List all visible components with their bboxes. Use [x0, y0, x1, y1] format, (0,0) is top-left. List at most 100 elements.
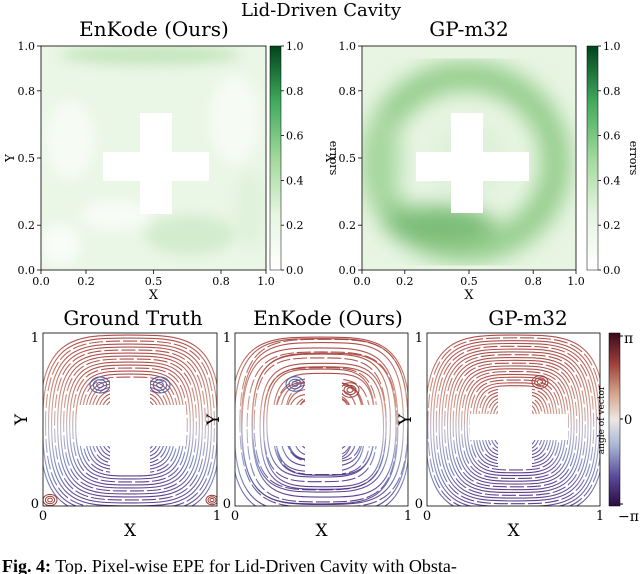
colorbar-gp-label: errors [627, 141, 640, 176]
streamline-ground-truth: Ground Truth [43, 306, 217, 506]
streamline-enkode-line [251, 353, 391, 493]
streamline-ground-truth-xtick-label: 0 [39, 509, 47, 524]
streamline-gp-line [461, 371, 569, 479]
streamline-gp-line [435, 345, 595, 505]
figure-caption: Fig. 4: Top. Pixel-wise EPE for Lid-Driv… [2, 555, 638, 574]
streamline-ground-truth-line [51, 346, 209, 504]
heatmap-gp-ytick-label: 0.8 [339, 85, 357, 98]
streamline-ground-truth-obstacle [78, 378, 186, 474]
heatmap-enkode-error-blobs [41, 46, 265, 265]
caption-label: Fig. 4: [2, 556, 51, 574]
streamline-gp-ytick-label: 0 [415, 497, 423, 512]
heatmap-gp-xtick-label: 1.0 [567, 275, 585, 288]
colorbar-angle-label: angle of vector [597, 385, 607, 454]
streamline-gp-line [427, 334, 600, 506]
colorbar-gp-tick-label: 0.8 [603, 85, 621, 98]
streamline-gp-xtick-label: 0 [423, 509, 431, 524]
heatmap-gp-obstacle [416, 113, 529, 213]
streamline-enkode-frame [234, 332, 409, 507]
streamline-ground-truth-frame [42, 332, 218, 507]
colorbar-enkode-tick-label: 0.8 [286, 85, 304, 98]
heatmap-enkode-xlabel: X [149, 288, 159, 303]
heatmap-enkode-ytick-label: 0.2 [18, 219, 36, 232]
streamline-ground-truth-vortex [209, 497, 215, 503]
streamline-enkode-line [235, 338, 408, 506]
streamline-enkode-line [251, 352, 397, 498]
streamline-ground-truth-xlabel: X [124, 521, 137, 541]
heatmap-enkode-xtick-label: 1.0 [257, 275, 275, 288]
streamline-ground-truth-line [48, 343, 212, 506]
streamline-enkode-xtick-label: 1 [404, 509, 412, 524]
streamline-ground-truth-vortex [156, 381, 164, 389]
streamline-ground-truth-ytick-label: 1 [31, 331, 39, 346]
streamline-ground-truth-line [63, 358, 197, 492]
caption-text: Top. Pixel-wise EPE for Lid-Driven Cavit… [55, 556, 457, 574]
heatmap-enkode-axes: 0.0 0.2 0.5 0.8 1.0 0.0 0.2 0.5 0.8 1.0 X Y [3, 40, 275, 303]
streamline-gp-line [441, 351, 589, 499]
streamline-gp-xtick-label: 1 [596, 509, 604, 524]
streamline-ground-truth-line [66, 361, 194, 489]
streamline-enkode-vortex [285, 376, 305, 392]
colorbar-enkode-tick-label: 1.0 [286, 40, 304, 53]
streamline-gp-line [438, 348, 592, 502]
colorbar-enkode-tick-label: 0.2 [286, 219, 304, 232]
streamline-ground-truth-xtick-label: 1 [213, 509, 221, 524]
colorbar-enkode-errors: 0.0 0.2 0.4 0.6 0.8 1.0 errors [269, 40, 340, 277]
heatmap-gp-title: GP-m32 [429, 17, 509, 41]
streamline-gp-vortex [536, 379, 544, 385]
streamline-gp-line [432, 342, 598, 506]
heatmap-enkode-ylabel: Y [3, 153, 17, 163]
streamline-ground-truth-vortex [152, 379, 168, 391]
streamline-gp-ytick-label: 1 [415, 331, 423, 346]
streamline-gp-line [446, 356, 584, 494]
streamline-ground-truth-line [43, 337, 217, 506]
colorbar-enkode-label: errors [327, 141, 340, 176]
heatmap-gp-ylabel: Y [324, 153, 338, 163]
streamline-gp-line [444, 354, 586, 496]
heatmap-gp-ytick-label: 0.5 [339, 152, 357, 165]
streamline-gp-vortex [534, 377, 546, 387]
heatmap-gp-xtick-label: 0.5 [460, 275, 478, 288]
streamline-gp-frame [426, 332, 601, 507]
colorbar-gp-tick-label: 0.4 [603, 174, 621, 187]
streamline-gp-line [427, 337, 600, 506]
colorbar-gp-tick-label: 0.6 [603, 130, 621, 143]
streamline-ground-truth-line [60, 355, 200, 495]
heatmap-enkode-ytick-label: 0.5 [18, 152, 36, 165]
colorbar-angle-bottom: −π [618, 509, 639, 525]
heatmap-enkode-xtick-label: 0.2 [77, 275, 95, 288]
streamline-ground-truth-line [72, 367, 188, 483]
streamline-ground-truth-line [43, 334, 217, 506]
heatmap-enkode: EnKode (Ours) [40, 17, 267, 271]
heatmap-enkode-xtick-label: 0.5 [145, 275, 163, 288]
streamline-ground-truth-title: Ground Truth [63, 306, 202, 330]
heatmap-gp-ytick-label: 0.2 [339, 219, 357, 232]
streamline-enkode-obstacle [270, 378, 378, 474]
streamline-enkode-line [235, 336, 408, 506]
colorbar-gp-tick-label: 0.0 [603, 264, 621, 277]
streamline-enkode-title: EnKode (Ours) [253, 306, 403, 330]
heatmap-gp: GP-m32 [361, 17, 577, 271]
streamline-ground-truth-line [45, 340, 215, 506]
streamline-gp-vortex [531, 375, 549, 389]
heatmap-enkode-ytick-label: 0.0 [18, 264, 36, 277]
streamline-ground-truth-vortex [207, 496, 217, 504]
heatmap-gp-ytick-label: 0.0 [339, 264, 357, 277]
colorbar-enkode-tick-label: 0.0 [286, 264, 304, 277]
streamline-gp-xlabel: X [507, 521, 520, 541]
heatmap-gp-xlabel: X [464, 288, 474, 303]
streamline-enkode-line [253, 357, 387, 491]
figure-suptitle: Lid-Driven Cavity [241, 0, 402, 21]
heatmap-enkode-xtick-label: 0.8 [212, 275, 230, 288]
streamline-gp-title: GP-m32 [488, 306, 568, 330]
heatmap-gp-ytick-label: 1.0 [339, 40, 357, 53]
colorbar-angle: π 0 −π angle of vector [597, 331, 639, 525]
streamline-gp-line [430, 340, 600, 506]
colorbar-gp-tick-label: 1.0 [603, 40, 621, 53]
heatmap-enkode-ytick-label: 1.0 [18, 40, 36, 53]
streamline-ground-truth-vortex [92, 379, 108, 391]
streamline-ground-truth-ylabel: Y [12, 413, 32, 426]
streamline-ground-truth-line [54, 349, 206, 501]
colorbar-gp-errors: 0.0 0.2 0.4 0.6 0.8 1.0 errors [586, 40, 640, 277]
streamline-enkode-ytick-label: 0 [223, 497, 231, 512]
